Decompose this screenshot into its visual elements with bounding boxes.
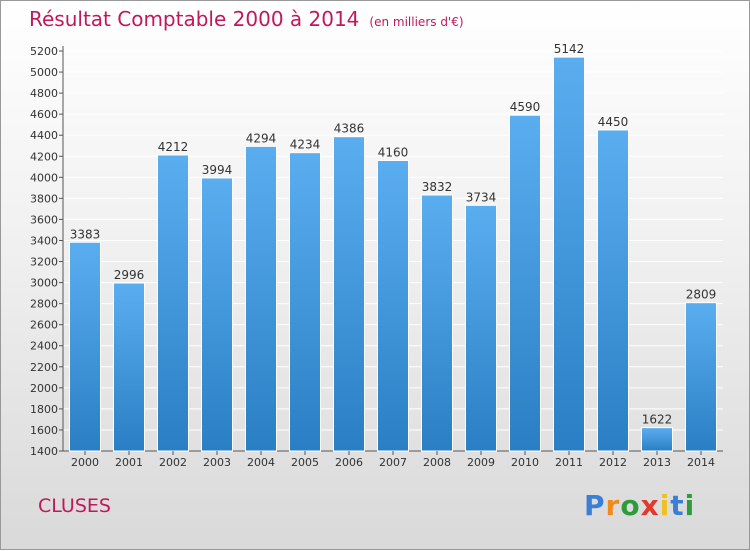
bar-value-label-2007: 4160 [378,145,409,159]
bar-value-label-2011: 5142 [554,42,585,56]
bar-value-label-2014: 2809 [686,288,717,302]
bar-value-label-2003: 3994 [202,163,233,177]
chart-title: Résultat Comptable 2000 à 2014 (en millie… [29,7,464,31]
y-tick-label: 3200 [30,256,58,269]
bar-value-label-2013: 1622 [642,413,673,427]
x-tick-label-2010: 2010 [511,456,539,469]
bar-2001 [113,282,145,452]
bar-value-label-2005: 4234 [290,138,321,152]
bar-2010 [509,114,541,452]
x-tick-labels: 2000 2001 2002 2003 2004 2005 2006 2007 2008 2009… [71,451,715,469]
bars [69,56,717,452]
x-tick-label-2008: 2008 [423,456,451,469]
bar-2008 [421,194,453,452]
y-tick-label: 4200 [30,150,58,163]
y-tick-label: 2400 [30,340,58,353]
bar-2014 [685,302,717,452]
y-tick-label: 5000 [30,66,58,79]
x-tick-label-2013: 2013 [643,456,671,469]
y-tick-label: 4600 [30,108,58,121]
y-tick-label: 3400 [30,234,58,247]
y-tick-label: 1400 [30,445,58,458]
bar-2009 [465,204,497,452]
logo-letter: i [684,489,696,522]
logo-letter: i [659,489,671,522]
x-tick-label-2002: 2002 [159,456,187,469]
bar-value-label-2001: 2996 [114,268,145,282]
bar-2003 [201,177,233,452]
logo-letter: P [584,489,606,522]
logo-letter: r [605,489,621,522]
y-tick-label: 1800 [30,403,58,416]
x-tick-label-2007: 2007 [379,456,407,469]
x-tick-label-2001: 2001 [115,456,143,469]
x-tick-label-2004: 2004 [247,456,275,469]
y-tick-label: 2600 [30,319,58,332]
logo-letter: t [670,489,685,522]
y-tick-label: 4800 [30,87,58,100]
bar-2000 [69,241,101,452]
y-tick-label: 2200 [30,361,58,374]
x-tick-label-2006: 2006 [335,456,363,469]
y-tick-label: 3800 [30,192,58,205]
bar-2007 [377,159,409,452]
x-tick-label-2009: 2009 [467,456,495,469]
y-tick-label: 4400 [30,129,58,142]
logo-letter: x [640,489,660,522]
bar-value-label-2000: 3383 [70,227,101,241]
city-name: CLUSES [38,495,111,517]
x-tick-label-2011: 2011 [555,456,583,469]
bar-2013 [641,427,673,452]
bar-2005 [289,152,321,452]
y-tick-label: 2800 [30,298,58,311]
bar-2011 [553,56,585,452]
logo-letter: o [620,489,641,522]
bar-2006 [333,136,365,452]
bar-value-label-2010: 4590 [510,100,541,114]
bar-2002 [157,154,189,452]
bar-value-label-2006: 4386 [334,122,365,136]
bar-value-label-2008: 3832 [422,180,453,194]
y-tick-labels: 1400 1600 1800 2000 2200 2400 2600 2800 3000 3200… [30,45,63,458]
y-tick-label: 3000 [30,277,58,290]
y-tick-label: 4000 [30,171,58,184]
x-tick-label-2012: 2012 [599,456,627,469]
chart-unit: (en milliers d'€) [369,15,464,29]
bar-value-label-2009: 3734 [466,190,497,204]
x-tick-label-2005: 2005 [291,456,319,469]
chart-title-text: Résultat Comptable 2000 à 2014 [29,7,360,31]
x-tick-label-2014: 2014 [687,456,715,469]
bar-value-label-2002: 4212 [158,140,189,154]
bar-value-label-2004: 4294 [246,131,277,145]
y-tick-label: 5200 [30,45,58,58]
bar-value-label-2012: 4450 [598,115,629,129]
proxiti-logo: Proxiti [584,489,695,522]
y-tick-label: 3600 [30,213,58,226]
bar-2004 [245,145,277,452]
y-tick-label: 1600 [30,424,58,437]
bar-value-labels: 3383 2996 4212 3994 4294 4234 4386 4160 3832 3734… [70,42,717,427]
y-tick-label: 2000 [30,382,58,395]
bar-2012 [597,129,629,452]
x-tick-label-2000: 2000 [71,456,99,469]
x-tick-label-2003: 2003 [203,456,231,469]
